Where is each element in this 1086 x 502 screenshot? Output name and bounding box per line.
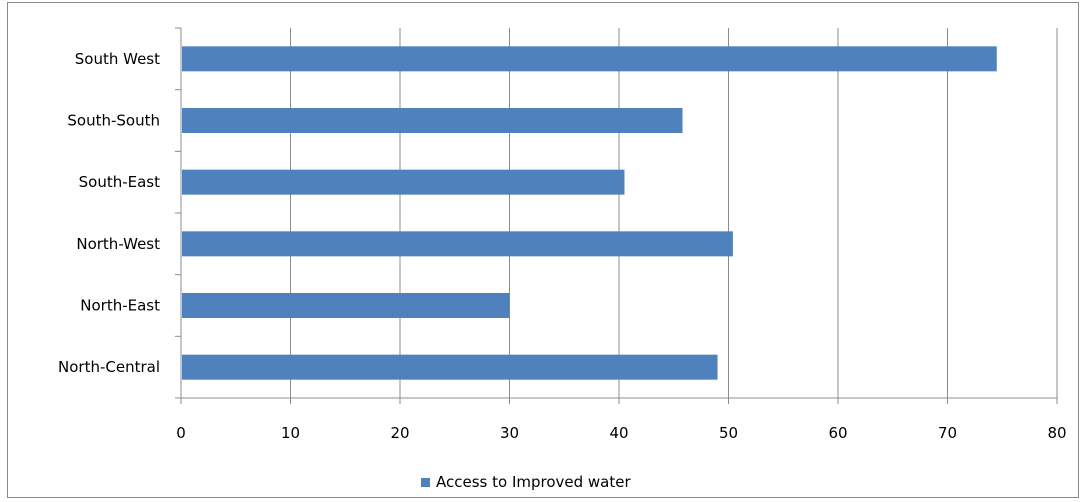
x-tick-label: 40 <box>609 424 628 442</box>
x-tick-label: 60 <box>828 424 847 442</box>
legend-label: Access to Improved water <box>436 473 631 491</box>
bar-north-west <box>182 231 733 257</box>
bar-south-west <box>182 46 997 72</box>
category-label: South-South <box>67 112 160 130</box>
axes <box>175 27 1058 404</box>
x-tick-label: 0 <box>176 424 186 442</box>
x-tick-label: 10 <box>281 424 300 442</box>
bar-north-central <box>182 354 718 380</box>
bar-south-east <box>182 169 625 195</box>
gridlines <box>290 28 1058 398</box>
x-tick-label: 70 <box>938 424 957 442</box>
bar-north-east <box>182 293 510 318</box>
category-label: North-West <box>76 235 160 253</box>
x-tick-label: 80 <box>1047 424 1066 442</box>
legend-swatch <box>421 477 430 487</box>
labels: 0 10 20 30 40 50 60 70 80 North-Central North-East… <box>58 50 1067 442</box>
legend: Access to Improved water <box>421 472 631 492</box>
bars <box>182 46 997 380</box>
bar-south-south <box>182 108 683 133</box>
category-label: South-East <box>79 173 160 191</box>
category-label: North-East <box>80 297 160 315</box>
x-tick-label: 50 <box>719 424 738 442</box>
x-tick-label: 20 <box>390 424 409 442</box>
category-label: North-Central <box>58 358 160 376</box>
category-label: South West <box>75 50 160 68</box>
x-tick-label: 30 <box>500 424 519 442</box>
